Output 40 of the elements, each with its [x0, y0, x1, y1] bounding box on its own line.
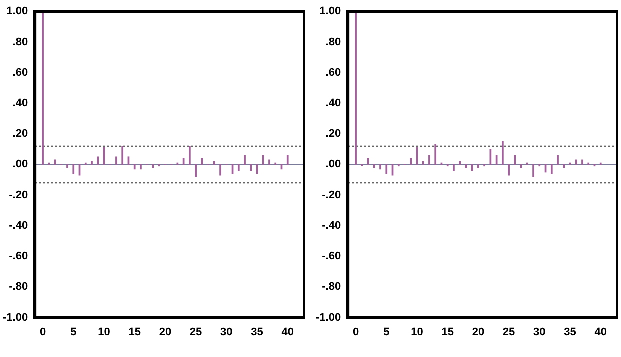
- x-tick-label: 35: [564, 326, 576, 338]
- x-tick-label: 5: [384, 326, 390, 338]
- y-tick-label: .20: [12, 128, 28, 140]
- y-tick-label: .20: [326, 128, 342, 140]
- x-tick-label: 20: [472, 326, 485, 338]
- y-tick-label: .60: [326, 66, 342, 79]
- x-tick-label: 10: [98, 326, 110, 338]
- x-tick-label: 15: [128, 326, 141, 338]
- x-tick-label: 20: [159, 326, 172, 338]
- x-tick-label: 5: [70, 326, 77, 338]
- x-tick-label: 15: [442, 326, 454, 338]
- y-tick-label: -1.00: [316, 312, 342, 324]
- y-tick-label: .80: [12, 36, 28, 48]
- x-tick-label: 40: [594, 326, 607, 338]
- y-tick-label: -.40: [9, 220, 28, 232]
- x-tick-label: 30: [534, 326, 546, 338]
- y-tick-label: -.60: [322, 250, 342, 263]
- y-tick-label: 1.00: [320, 6, 342, 18]
- y-tick-label: .40: [12, 97, 28, 110]
- y-tick-label: -.80: [322, 281, 342, 294]
- x-tick-label: 0: [352, 326, 360, 338]
- x-tick-label: 10: [411, 326, 424, 338]
- y-tick-label: -.80: [9, 281, 28, 294]
- x-tick-label: 35: [251, 326, 264, 338]
- x-tick-label: 25: [502, 326, 516, 338]
- y-tick-label: .40: [326, 97, 342, 110]
- x-tick-label: 30: [220, 326, 233, 338]
- y-tick-label: .60: [12, 66, 28, 79]
- y-tick-label: .80: [326, 36, 342, 48]
- x-tick-label: 40: [282, 326, 294, 338]
- y-tick-label: -.20: [322, 189, 342, 202]
- y-tick-label: -.40: [322, 220, 342, 232]
- y-tick-label: -.60: [9, 250, 28, 263]
- y-tick-label: .00: [326, 158, 342, 171]
- y-tick-label: -1.00: [2, 312, 28, 324]
- y-tick-label: -.20: [9, 189, 28, 202]
- x-tick-label: 25: [190, 326, 202, 338]
- y-tick-label: 1.00: [6, 6, 28, 18]
- y-tick-label: .00: [12, 158, 28, 171]
- x-tick-label: 0: [40, 326, 46, 338]
